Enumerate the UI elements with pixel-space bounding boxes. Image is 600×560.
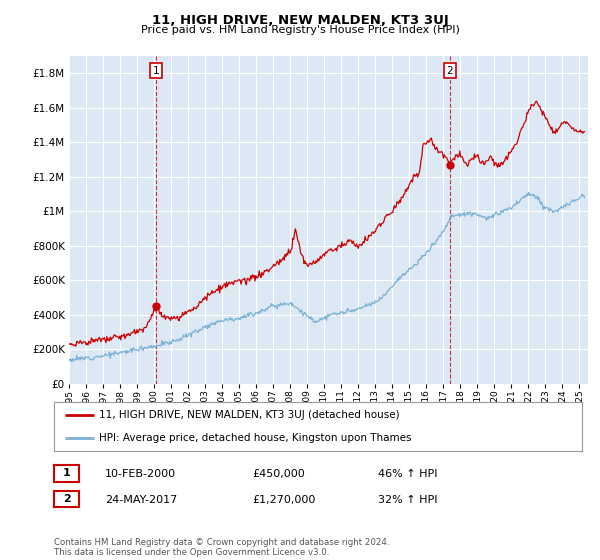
Text: £1,270,000: £1,270,000 (252, 495, 316, 505)
Text: 32% ↑ HPI: 32% ↑ HPI (378, 495, 437, 505)
Text: 1: 1 (63, 468, 70, 478)
Text: 11, HIGH DRIVE, NEW MALDEN, KT3 3UJ: 11, HIGH DRIVE, NEW MALDEN, KT3 3UJ (152, 14, 448, 27)
Text: 11, HIGH DRIVE, NEW MALDEN, KT3 3UJ (detached house): 11, HIGH DRIVE, NEW MALDEN, KT3 3UJ (det… (99, 410, 400, 421)
Text: Price paid vs. HM Land Registry's House Price Index (HPI): Price paid vs. HM Land Registry's House … (140, 25, 460, 35)
Text: 1: 1 (152, 66, 159, 76)
Text: 10-FEB-2000: 10-FEB-2000 (105, 469, 176, 479)
Text: 2: 2 (446, 66, 454, 76)
Text: Contains HM Land Registry data © Crown copyright and database right 2024.
This d: Contains HM Land Registry data © Crown c… (54, 538, 389, 557)
Text: £450,000: £450,000 (252, 469, 305, 479)
Text: 46% ↑ HPI: 46% ↑ HPI (378, 469, 437, 479)
Text: HPI: Average price, detached house, Kingston upon Thames: HPI: Average price, detached house, King… (99, 433, 412, 444)
Text: 24-MAY-2017: 24-MAY-2017 (105, 495, 177, 505)
Text: 2: 2 (63, 494, 70, 504)
